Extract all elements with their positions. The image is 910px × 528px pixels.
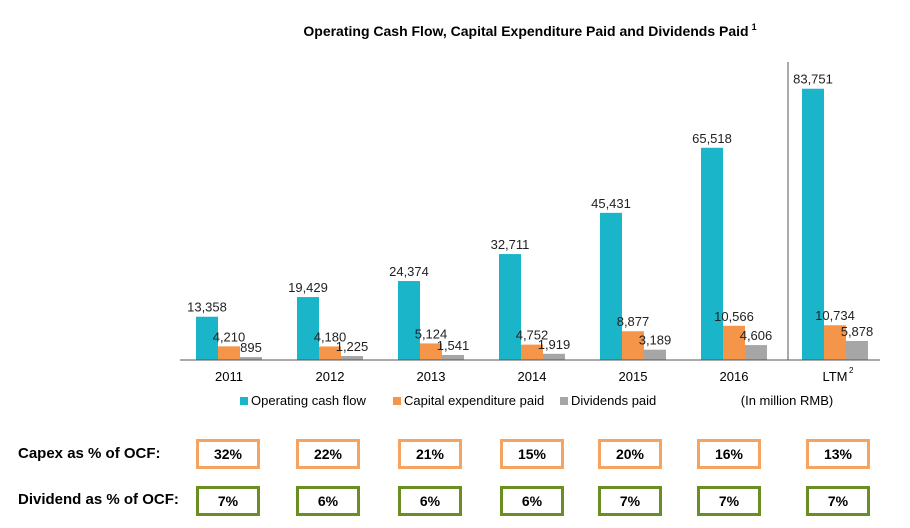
dividend-ratio-box-2012: 6% — [296, 486, 360, 516]
capex-ratio-label: Capex as % of OCF: — [18, 445, 161, 462]
value-label-dividends-paid-2015: 3,189 — [639, 333, 672, 348]
bars-layer: 13,3584,210895201119,4294,1801,225201224… — [187, 72, 873, 384]
units-note: (In million RMB) — [741, 393, 833, 408]
bar-operating-cash-flow-2016 — [701, 147, 723, 360]
legend-swatch-capital-expenditure-paid — [393, 397, 401, 405]
value-label-dividends-paid-2011: 895 — [240, 340, 262, 355]
value-label-operating-cash-flow-2013: 24,374 — [389, 264, 429, 279]
bar-dividends-paid-2014 — [543, 353, 565, 360]
capex-ratio-box-2013: 21% — [398, 439, 462, 469]
value-label-operating-cash-flow-2012: 19,429 — [288, 280, 328, 295]
value-label-capital-expenditure-paid-2014: 4,752 — [516, 328, 549, 343]
dividend-ratio-box-2016: 7% — [697, 486, 761, 516]
capex-ratio-box-ltm: 13% — [806, 439, 870, 469]
value-label-operating-cash-flow-2014: 32,711 — [491, 237, 530, 252]
value-label-operating-cash-flow-ltm: 83,751 — [793, 72, 833, 87]
x-tick-2014: 2014 — [518, 369, 547, 384]
chart-title-text: Operating Cash Flow, Capital Expenditure… — [303, 23, 748, 39]
x-tick-ltm: LTM — [822, 369, 847, 384]
legend-swatch-operating-cash-flow — [240, 397, 248, 405]
dividend-ratio-box-2014: 6% — [500, 486, 564, 516]
value-label-capital-expenditure-paid-2011: 4,210 — [213, 329, 246, 344]
bar-operating-cash-flow-2011 — [196, 316, 218, 360]
value-label-capital-expenditure-paid-ltm: 10,734 — [815, 308, 855, 323]
legend-label-operating-cash-flow: Operating cash flow — [251, 393, 367, 408]
bar-operating-cash-flow-ltm — [802, 88, 824, 360]
capex-ratio-box-2014: 15% — [500, 439, 564, 469]
dividend-ratio-box-2011: 7% — [196, 486, 260, 516]
value-label-dividends-paid-2016: 4,606 — [740, 328, 773, 343]
bar-dividends-paid-ltm — [846, 340, 868, 360]
chart-title: Operating Cash Flow, Capital Expenditure… — [303, 22, 756, 39]
bar-capital-expenditure-paid-ltm — [824, 325, 846, 360]
bar-operating-cash-flow-2015 — [600, 212, 622, 360]
chart-title-footnote: 1 — [752, 22, 757, 32]
bar-dividends-paid-2011 — [240, 357, 262, 360]
value-label-operating-cash-flow-2016: 65,518 — [692, 131, 732, 146]
bar-dividends-paid-2012 — [341, 356, 363, 360]
value-label-dividends-paid-2013: 1,541 — [437, 338, 470, 353]
legend: Operating cash flow Capital expenditure p… — [240, 393, 656, 408]
dividend-ratio-label: Dividend as % of OCF: — [18, 491, 179, 508]
capex-ratio-box-2015: 20% — [598, 439, 662, 469]
legend-swatch-dividends-paid — [560, 397, 568, 405]
bar-operating-cash-flow-2013 — [398, 281, 420, 360]
bar-chart: Operating Cash Flow, Capital Expenditure… — [180, 22, 880, 408]
bar-capital-expenditure-paid-2015 — [622, 331, 644, 360]
x-tick-2013: 2013 — [417, 369, 446, 384]
bar-capital-expenditure-paid-2013 — [420, 343, 442, 360]
dividend-ratio-box-ltm: 7% — [806, 486, 870, 516]
x-tick-2016: 2016 — [720, 369, 749, 384]
bar-capital-expenditure-paid-2016 — [723, 325, 745, 360]
capex-ratio-box-2016: 16% — [697, 439, 761, 469]
value-label-operating-cash-flow-2015: 45,431 — [591, 196, 631, 211]
value-label-dividends-paid-ltm: 5,878 — [841, 324, 874, 339]
x-tick-2015: 2015 — [619, 369, 648, 384]
value-label-capital-expenditure-paid-2016: 10,566 — [714, 309, 754, 324]
dividend-ratio-box-2013: 6% — [398, 486, 462, 516]
bar-capital-expenditure-paid-2012 — [319, 346, 341, 360]
capex-ratio-box-2011: 32% — [196, 439, 260, 469]
value-label-capital-expenditure-paid-2013: 5,124 — [415, 326, 448, 341]
capex-ratio-box-2012: 22% — [296, 439, 360, 469]
bar-dividends-paid-2016 — [745, 345, 767, 360]
bar-capital-expenditure-paid-2014 — [521, 344, 543, 360]
value-label-capital-expenditure-paid-2012: 4,180 — [314, 329, 347, 344]
value-label-dividends-paid-2012: 1,225 — [336, 339, 369, 354]
bar-operating-cash-flow-2014 — [499, 254, 521, 360]
bar-capital-expenditure-paid-2011 — [218, 346, 240, 360]
bar-dividends-paid-2013 — [442, 355, 464, 360]
bar-dividends-paid-2015 — [644, 349, 666, 360]
value-label-capital-expenditure-paid-2015: 8,877 — [617, 314, 650, 329]
legend-label-dividends-paid: Dividends paid — [571, 393, 656, 408]
x-tick-2012: 2012 — [316, 369, 345, 384]
value-label-dividends-paid-2014: 1,919 — [538, 337, 571, 352]
dividend-ratio-box-2015: 7% — [598, 486, 662, 516]
x-tick-2011: 2011 — [215, 369, 243, 384]
bar-operating-cash-flow-2012 — [297, 297, 319, 360]
x-tick-footnote-ltm: 2 — [849, 366, 854, 375]
legend-label-capital-expenditure-paid: Capital expenditure paid — [404, 393, 544, 408]
value-label-operating-cash-flow-2011: 13,358 — [187, 300, 227, 315]
